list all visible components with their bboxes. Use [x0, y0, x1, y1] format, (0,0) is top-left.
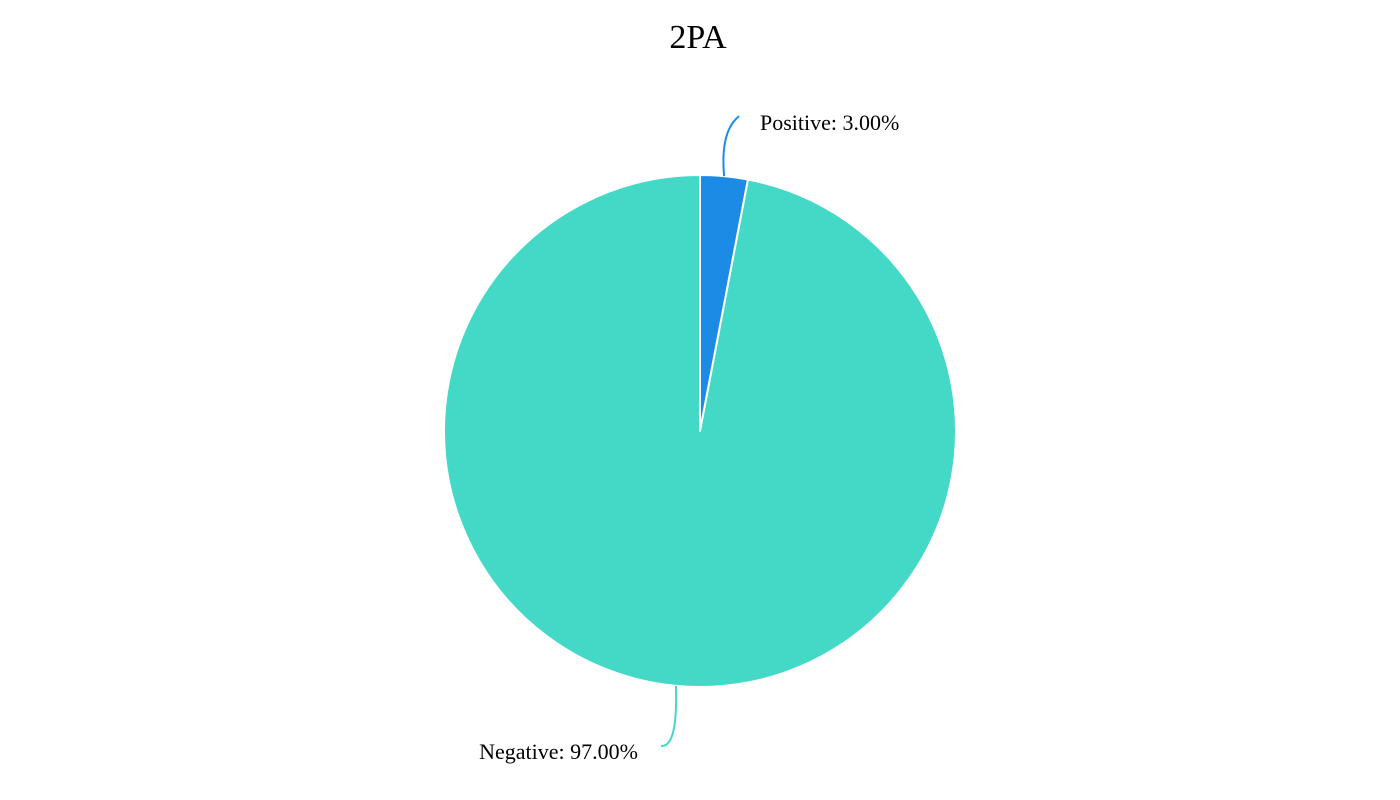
leader-line-negative: [660, 685, 678, 747]
pie-slice-negative[interactable]: [443, 174, 957, 688]
pie-slices: [443, 174, 957, 688]
leader-line-positive: [722, 115, 740, 177]
leader-lines: [660, 115, 740, 747]
slice-label-negative: Negative: 97.00%: [479, 739, 638, 764]
slice-label-positive: Positive: 3.00%: [760, 110, 899, 135]
chart-title: 2PA: [669, 19, 727, 56]
